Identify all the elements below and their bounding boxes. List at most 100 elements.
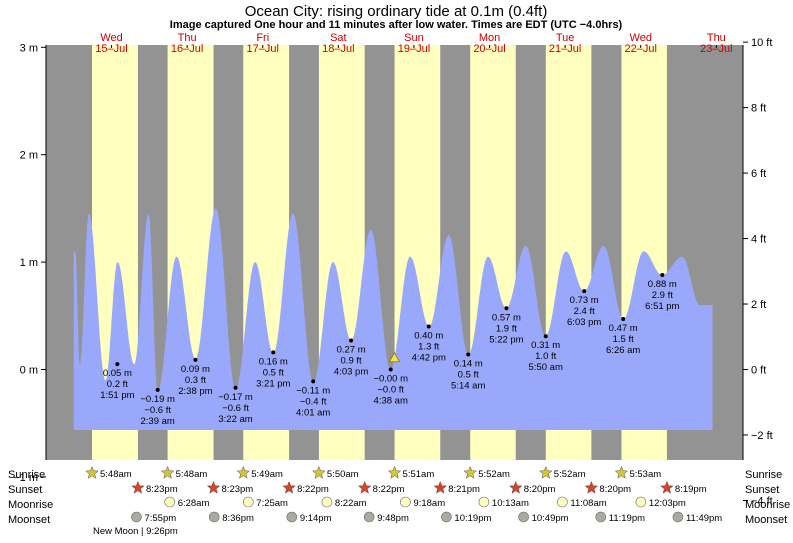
low-tide-label: 0.3 ft bbox=[185, 375, 206, 386]
day-name-label: Mon bbox=[479, 32, 500, 44]
right-axis-tick-label: 10 ft bbox=[751, 37, 772, 49]
moonset-icon bbox=[518, 511, 529, 523]
moonrise-icon bbox=[321, 496, 333, 508]
low-tide-label: −0.17 m bbox=[218, 392, 253, 403]
low-tide-label: 1.5 ft bbox=[613, 334, 634, 345]
sunset-time: 8:20pm bbox=[524, 484, 556, 495]
low-tide-label: 0.88 m bbox=[648, 279, 677, 290]
low-tide-label: 0.5 ft bbox=[458, 369, 479, 380]
day-name-label: Sat bbox=[330, 32, 347, 44]
moonrise-time: 6:28am bbox=[178, 498, 210, 509]
low-tide-label: −0.11 m bbox=[296, 385, 330, 396]
low-tide-label: 5:22 pm bbox=[489, 334, 523, 345]
right-axis-tick-label: 2 ft bbox=[751, 299, 766, 311]
low-tide-point bbox=[543, 334, 548, 339]
day-name-label: Tue bbox=[556, 32, 575, 44]
low-tide-label: 2.9 ft bbox=[652, 290, 673, 301]
low-tide-label: 0.16 m bbox=[259, 356, 288, 367]
sunset-time: 8:22pm bbox=[373, 484, 405, 495]
moonset-icon bbox=[286, 511, 298, 523]
sun-moon-events: 5:48am 5:48am 5:49am 5:50am 5:51am 5:52am 5:52… bbox=[85, 465, 722, 524]
day-date-label: 22–Jul bbox=[625, 43, 657, 55]
sunset-icon bbox=[206, 480, 221, 494]
moonset-icon bbox=[672, 511, 684, 523]
sunset-icon bbox=[131, 480, 145, 494]
low-tide-label: 0.27 m bbox=[337, 345, 366, 356]
chart-title: Ocean City: rising ordinary tide at 0.1m… bbox=[245, 3, 548, 20]
low-tide-label: 3:21 pm bbox=[256, 378, 290, 389]
low-tide-point bbox=[115, 362, 120, 367]
moonrise-time: 7:25am bbox=[256, 498, 288, 509]
low-tide-label: 1.9 ft bbox=[496, 323, 517, 334]
low-tide-label: 0.73 m bbox=[570, 295, 599, 306]
day-date-label: 16–Jul bbox=[171, 43, 203, 55]
day-name-label: Wed bbox=[630, 32, 652, 44]
day-date-label: 18–Jul bbox=[322, 43, 354, 55]
day-date-label: 17–Jul bbox=[247, 43, 279, 55]
low-tide-label: 3:22 am bbox=[218, 414, 252, 425]
low-tide-label: 4:42 pm bbox=[412, 353, 446, 364]
low-tide-label: 2.4 ft bbox=[574, 306, 595, 317]
left-axis-tick-label: 3 m bbox=[20, 42, 38, 54]
low-tide-point bbox=[271, 350, 276, 355]
low-tide-label: 0.47 m bbox=[609, 323, 638, 334]
day-date-label: 20–Jul bbox=[473, 43, 505, 55]
low-tide-point bbox=[621, 317, 626, 322]
axis-ticks: −1 m0 m1 m2 m3 m4 m5 m−4 ft−2 ft0 ft2 ft… bbox=[13, 37, 773, 507]
low-tide-label: 1.0 ft bbox=[535, 351, 556, 362]
moonrise-icon bbox=[400, 496, 411, 508]
right-axis-tick-label: 8 ft bbox=[751, 103, 766, 115]
right-axis-tick-label: −2 ft bbox=[751, 430, 773, 442]
low-tide-label: 2:38 pm bbox=[178, 386, 212, 397]
low-tide-label: 4:03 pm bbox=[334, 367, 368, 378]
sunset-icon bbox=[508, 480, 523, 494]
low-tide-point bbox=[426, 324, 431, 329]
sunset-icon bbox=[357, 480, 372, 494]
right-axis-tick-label: 6 ft bbox=[751, 168, 766, 180]
moonrise-row-label-left: Moonrise bbox=[8, 499, 53, 511]
low-tide-label: 0.05 m bbox=[103, 368, 132, 379]
low-tide-label: 0.9 ft bbox=[341, 356, 362, 367]
sunset-time: 8:22pm bbox=[297, 484, 329, 495]
low-tide-label: 6:51 pm bbox=[645, 301, 679, 312]
moonset-icon bbox=[208, 511, 220, 523]
low-tide-label: −0.6 ft bbox=[222, 403, 249, 414]
moonset-time: 8:36pm bbox=[222, 513, 254, 524]
low-tide-point bbox=[660, 272, 665, 277]
sunrise-time: 5:53am bbox=[629, 469, 661, 480]
moonset-time: 10:19pm bbox=[454, 513, 491, 524]
moonrise-icon bbox=[164, 496, 175, 508]
sunrise-icon bbox=[463, 465, 478, 479]
day-labels: Wed15–JulThu16–JulFri17–JulSat18–JulSun1… bbox=[95, 32, 732, 55]
sunrise-icon bbox=[85, 465, 99, 479]
day-name-label: Thu bbox=[178, 32, 197, 44]
moonrise-time: 9:18am bbox=[413, 498, 445, 509]
sunset-icon bbox=[584, 480, 599, 494]
current-tide-triangle bbox=[388, 351, 401, 363]
sunset-time: 8:23pm bbox=[146, 484, 178, 495]
moonset-time: 11:49pm bbox=[686, 513, 722, 524]
left-axis-tick-label: 0 m bbox=[20, 365, 38, 377]
day-date-label: 23–Jul bbox=[700, 43, 732, 55]
day-date-label: 19–Jul bbox=[398, 43, 430, 55]
low-tide-label: 0.2 ft bbox=[107, 379, 128, 390]
low-tide-label: 0.09 m bbox=[181, 364, 210, 375]
day-name-label: Thu bbox=[707, 32, 726, 44]
sunrise-time: 5:49am bbox=[251, 469, 283, 480]
right-axis-tick-label: 4 ft bbox=[751, 234, 766, 246]
low-tide-label: 5:14 am bbox=[451, 380, 485, 391]
low-tide-point bbox=[504, 306, 509, 311]
moonrise-time: 12:03pm bbox=[649, 498, 686, 509]
sunset-icon bbox=[282, 480, 296, 494]
sunrise-time: 5:51am bbox=[403, 469, 435, 480]
sunrise-row-label-right: Sunrise bbox=[745, 469, 782, 481]
sunrise-row-label-left: Sunrise bbox=[8, 469, 45, 481]
moonrise-icon bbox=[478, 496, 490, 508]
moonset-time: 7:55pm bbox=[144, 513, 176, 524]
sunrise-icon bbox=[160, 465, 175, 479]
low-tide-point bbox=[349, 338, 354, 343]
tide-water-area bbox=[73, 208, 713, 430]
